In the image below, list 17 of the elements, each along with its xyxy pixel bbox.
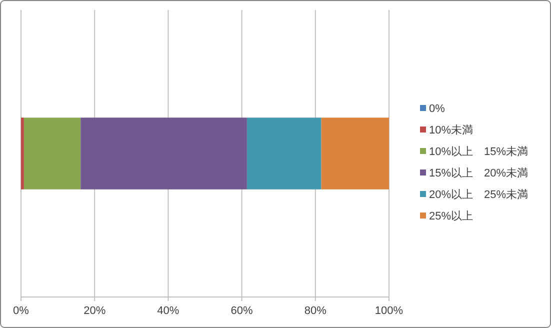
x-tick-label: 40%	[157, 305, 180, 317]
legend-label: 25%以上	[429, 210, 474, 222]
x-tick-label: 80%	[304, 305, 327, 317]
legend-label: 0%	[429, 103, 446, 115]
x-tick-label: 20%	[84, 305, 106, 317]
bar	[24, 118, 81, 190]
legend-label: 10%未満	[429, 124, 474, 136]
x-tick-label: 60%	[230, 305, 254, 317]
x-tick-label: 100%	[374, 305, 404, 317]
bar	[246, 118, 322, 190]
legend-label: 10%以上 15%未満	[429, 145, 528, 158]
x-tick-label: 0%	[13, 305, 30, 317]
bar	[321, 118, 389, 190]
bar	[80, 118, 247, 190]
legend-label: 20%以上 25%未満	[429, 188, 528, 201]
bar	[21, 118, 24, 190]
legend-label: 15%以上 20%未満	[429, 166, 528, 180]
